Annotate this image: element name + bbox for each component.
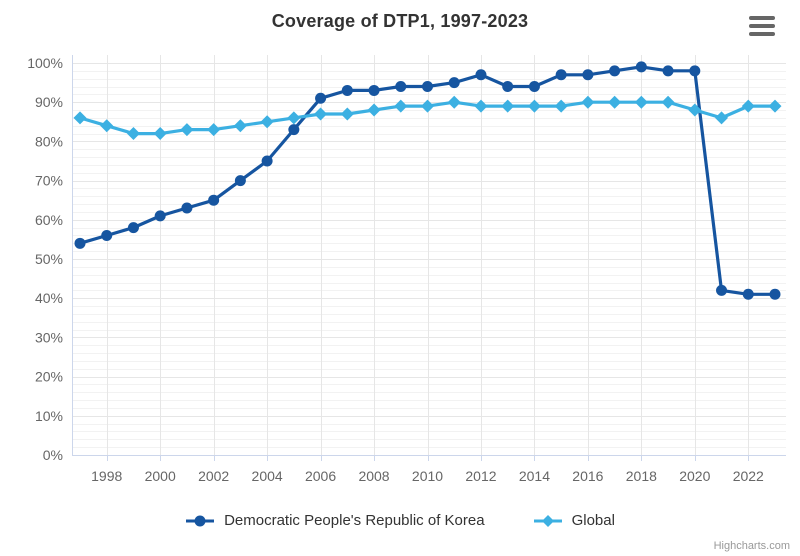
y-axis-label: 30% — [35, 329, 63, 345]
data-point[interactable] — [527, 99, 541, 113]
y-axis-label: 100% — [27, 55, 63, 71]
x-axis-label: 2014 — [519, 468, 550, 484]
data-point[interactable] — [448, 77, 460, 89]
data-point[interactable] — [608, 95, 622, 109]
data-point[interactable] — [555, 69, 567, 81]
x-axis-label: 2012 — [465, 468, 496, 484]
data-point[interactable] — [74, 237, 86, 249]
data-point[interactable] — [528, 81, 540, 93]
data-point[interactable] — [288, 124, 300, 136]
data-point[interactable] — [100, 119, 114, 133]
x-axis-label: 2006 — [305, 468, 336, 484]
data-point[interactable] — [207, 123, 221, 137]
legend-item-korea[interactable]: Democratic People's Republic of Korea — [185, 512, 485, 529]
legend-label-global: Global — [571, 512, 615, 529]
x-axis-label: 2008 — [358, 468, 389, 484]
data-point[interactable] — [101, 229, 113, 241]
context-menu-button[interactable] — [749, 16, 775, 36]
y-axis-label: 10% — [35, 408, 63, 424]
korea-series-marker-icon — [185, 514, 215, 528]
data-point[interactable] — [315, 92, 327, 104]
chart-title: Coverage of DTP1, 1997-2023 — [271, 11, 529, 31]
data-point[interactable] — [582, 69, 594, 81]
data-point[interactable] — [609, 65, 621, 77]
data-point[interactable] — [181, 202, 193, 214]
data-point[interactable] — [662, 65, 674, 77]
data-point[interactable] — [234, 175, 246, 187]
data-point[interactable] — [635, 61, 647, 73]
data-point[interactable] — [475, 69, 487, 81]
data-point[interactable] — [554, 99, 568, 113]
y-axis-labels: 0% 10% 20% 30% 40% 50% 60% 70% 80% 90% 100% — [27, 55, 63, 463]
legend: Democratic People's Republic of Korea Gl… — [0, 512, 800, 529]
data-point[interactable] — [474, 99, 488, 113]
y-axis-label: 90% — [35, 94, 63, 110]
data-point[interactable] — [153, 127, 167, 141]
data-point[interactable] — [447, 95, 461, 109]
x-axis-labels: 1998 2000 2002 2004 2006 2008 2010 2012 2014 2016… — [91, 468, 764, 484]
data-point[interactable] — [394, 99, 408, 113]
y-axis-label: 40% — [35, 290, 63, 306]
data-point[interactable] — [688, 103, 702, 117]
data-point[interactable] — [127, 222, 139, 234]
data-point[interactable] — [689, 65, 701, 77]
data-point[interactable] — [368, 84, 380, 96]
x-axis-label: 2022 — [733, 468, 764, 484]
data-point[interactable] — [741, 99, 755, 113]
x-axis-label: 1998 — [91, 468, 122, 484]
y-axis-label: 80% — [35, 133, 63, 149]
data-point[interactable] — [154, 210, 166, 222]
legend-item-global[interactable]: Global — [533, 512, 615, 529]
data-point[interactable] — [341, 84, 353, 96]
data-point[interactable] — [180, 123, 194, 137]
data-point[interactable] — [260, 115, 274, 129]
data-point[interactable] — [208, 194, 220, 206]
x-axis-label: 2016 — [572, 468, 603, 484]
highcharts-credits-link[interactable]: Highcharts.com — [713, 540, 790, 552]
data-point[interactable] — [287, 111, 301, 125]
y-axis-label: 60% — [35, 212, 63, 228]
data-point[interactable] — [73, 111, 87, 125]
data-point[interactable] — [661, 95, 675, 109]
y-axis-label: 50% — [35, 251, 63, 267]
data-point[interactable] — [634, 95, 648, 109]
data-point[interactable] — [314, 107, 328, 121]
data-point[interactable] — [502, 81, 514, 93]
data-point[interactable] — [233, 119, 247, 133]
data-point[interactable] — [422, 81, 433, 93]
x-axis-label: 2000 — [145, 468, 176, 484]
x-axis-label: 2018 — [626, 468, 657, 484]
axis-lines — [72, 55, 786, 456]
data-point[interactable] — [716, 284, 728, 296]
data-point[interactable] — [340, 107, 354, 121]
data-point[interactable] — [581, 95, 595, 109]
data-point[interactable] — [769, 288, 781, 300]
series-korea — [74, 61, 781, 300]
x-axis-label: 2020 — [679, 468, 710, 484]
data-point[interactable] — [501, 99, 515, 113]
data-point[interactable] — [395, 81, 407, 93]
x-axis-label: 2010 — [412, 468, 443, 484]
legend-label-korea: Democratic People's Republic of Korea — [224, 512, 485, 529]
data-point[interactable] — [261, 155, 273, 167]
global-series-marker-icon — [533, 514, 563, 528]
series-global — [73, 95, 782, 141]
data-point[interactable] — [715, 111, 729, 125]
data-point[interactable] — [367, 103, 381, 117]
y-axis-label: 0% — [43, 447, 63, 463]
y-axis-label: 20% — [35, 369, 63, 385]
data-point[interactable] — [126, 127, 140, 141]
data-point[interactable] — [742, 288, 754, 300]
data-point[interactable] — [768, 99, 782, 113]
x-axis-label: 2002 — [198, 468, 229, 484]
x-axis-label: 2004 — [252, 468, 283, 484]
y-axis-label: 70% — [35, 173, 63, 189]
data-point[interactable] — [421, 99, 434, 113]
